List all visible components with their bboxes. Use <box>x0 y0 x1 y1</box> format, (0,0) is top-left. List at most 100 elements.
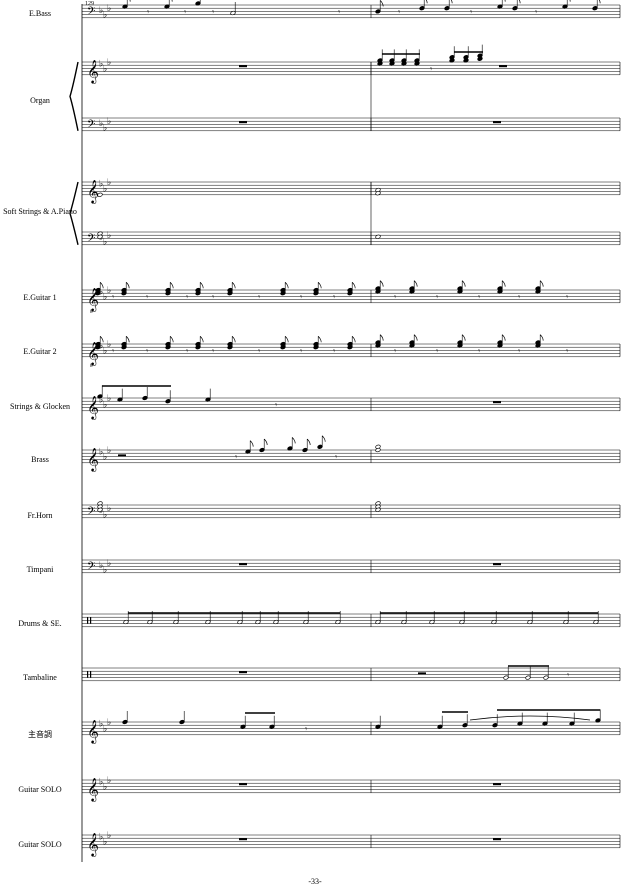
flag <box>231 335 236 343</box>
notehead <box>401 61 407 66</box>
eighth-rest: 𝄾 <box>305 725 307 734</box>
notehead <box>457 340 463 345</box>
whole-rest <box>239 783 247 786</box>
flag <box>249 440 254 447</box>
notehead <box>375 447 381 453</box>
whole-rest <box>493 121 501 124</box>
treble-clef-icon: 𝄞 <box>87 719 99 744</box>
flag <box>171 0 173 2</box>
percussion-clef-icon <box>90 671 92 678</box>
flag <box>321 435 326 442</box>
instrument-label: Guitar SOLO <box>18 785 62 794</box>
whole-rest <box>493 563 501 566</box>
flat-sign: ♭ <box>103 238 107 248</box>
flat-sign: ♭ <box>103 566 107 576</box>
eighth-rest: 𝄾 <box>430 65 432 74</box>
notehead <box>375 507 381 512</box>
flat-sign: ♭ <box>107 718 111 728</box>
eighth-rest: 𝄾 <box>394 293 396 302</box>
eighth-rest: 𝄾 <box>112 293 114 302</box>
flat-sign: ♭ <box>103 400 107 410</box>
eighth-rest: 𝄾 <box>478 347 480 356</box>
flag <box>501 334 506 341</box>
percussion-clef-icon <box>87 617 89 624</box>
notehead <box>449 58 455 63</box>
notehead <box>389 61 395 66</box>
instrument-label: Fr.Horn <box>27 511 52 520</box>
flat-sign: ♭ <box>103 782 107 792</box>
eighth-rest: 𝄾 <box>566 347 568 356</box>
eighth-rest: 𝄾 <box>186 293 188 302</box>
instrument-labels: E.Bass Organ Soft Strings & A.Piano E.Guita… <box>3 9 77 849</box>
flag <box>231 281 236 289</box>
eighth-rest: 𝄾 <box>335 453 337 462</box>
notehead <box>347 341 353 347</box>
whole-rest <box>239 563 247 566</box>
treble-clef-icon: 𝄞 <box>87 179 99 204</box>
notehead <box>97 507 103 512</box>
half-rest <box>118 454 126 457</box>
notehead <box>97 192 103 197</box>
flag <box>425 0 428 4</box>
notehead <box>195 287 201 293</box>
notehead <box>95 287 101 293</box>
eighth-rest: 𝄾 <box>146 347 148 356</box>
flat-sign: ♭ <box>107 286 111 296</box>
flat-sign: ♭ <box>107 117 111 127</box>
flag <box>504 0 506 2</box>
flag <box>379 280 384 287</box>
flag <box>291 437 296 444</box>
flag <box>284 335 289 343</box>
eighth-rest: 𝄾 <box>338 8 340 17</box>
tie <box>469 715 591 721</box>
instrument-label: Timpani <box>27 565 55 574</box>
notehead <box>227 287 233 293</box>
instrument-label: Organ <box>30 96 50 105</box>
flat-sign: ♭ <box>99 448 103 458</box>
flat-sign: ♭ <box>99 396 103 406</box>
eighth-rest: 𝄾 <box>333 293 335 302</box>
flat-sign: ♭ <box>107 4 111 14</box>
treble-clef-icon: 𝄞 <box>87 777 99 802</box>
notehead <box>463 58 469 63</box>
flat-sign: ♭ <box>103 511 107 521</box>
instrument-label: E.Guitar 2 <box>23 347 56 356</box>
flag <box>284 281 289 289</box>
eighth-rest: 𝄾 <box>436 347 438 356</box>
flag <box>351 335 356 343</box>
whole-rest <box>493 838 501 841</box>
notehead <box>121 341 127 347</box>
flag <box>539 280 544 287</box>
flag <box>450 0 453 4</box>
notehead <box>477 56 483 61</box>
whole-rest <box>239 65 247 68</box>
treble-clef-icon: 𝄞 <box>87 59 99 84</box>
notehead <box>313 341 319 347</box>
notehead <box>497 340 503 345</box>
flag <box>413 334 418 341</box>
flat-sign: ♭ <box>107 340 111 350</box>
flat-sign: ♭ <box>107 559 111 569</box>
flat-sign: ♭ <box>99 833 103 843</box>
flat-sign: ♭ <box>103 452 107 462</box>
notehead <box>227 341 233 347</box>
eighth-rest: 𝄾 <box>275 401 277 410</box>
flat-sign: ♭ <box>107 831 111 841</box>
eighth-rest: 𝄾 <box>518 293 520 302</box>
whole-rest <box>499 65 507 68</box>
flat-sign: ♭ <box>107 178 111 188</box>
whole-rest <box>493 783 501 786</box>
notehead <box>280 287 286 293</box>
eighth-rest: 𝄾 <box>184 8 186 17</box>
flat-sign: ♭ <box>107 231 111 241</box>
flat-sign: ♭ <box>99 342 103 352</box>
flag <box>169 281 174 289</box>
page-number: -33- <box>308 877 322 886</box>
instrument-label: 主音調 <box>28 729 52 739</box>
whole-rest <box>239 838 247 841</box>
eighth-rest: 𝄾 <box>566 293 568 302</box>
flat-sign: ♭ <box>103 346 107 356</box>
flag <box>199 281 204 289</box>
